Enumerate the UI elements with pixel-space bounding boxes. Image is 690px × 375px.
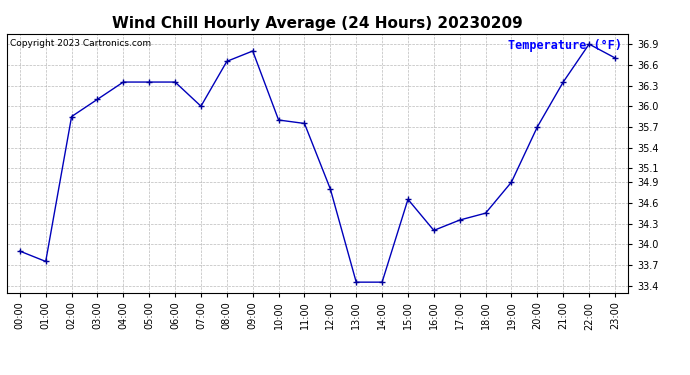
Title: Wind Chill Hourly Average (24 Hours) 20230209: Wind Chill Hourly Average (24 Hours) 202…: [112, 16, 523, 31]
Text: Copyright 2023 Cartronics.com: Copyright 2023 Cartronics.com: [10, 39, 151, 48]
Text: Temperature (°F): Temperature (°F): [508, 39, 622, 52]
